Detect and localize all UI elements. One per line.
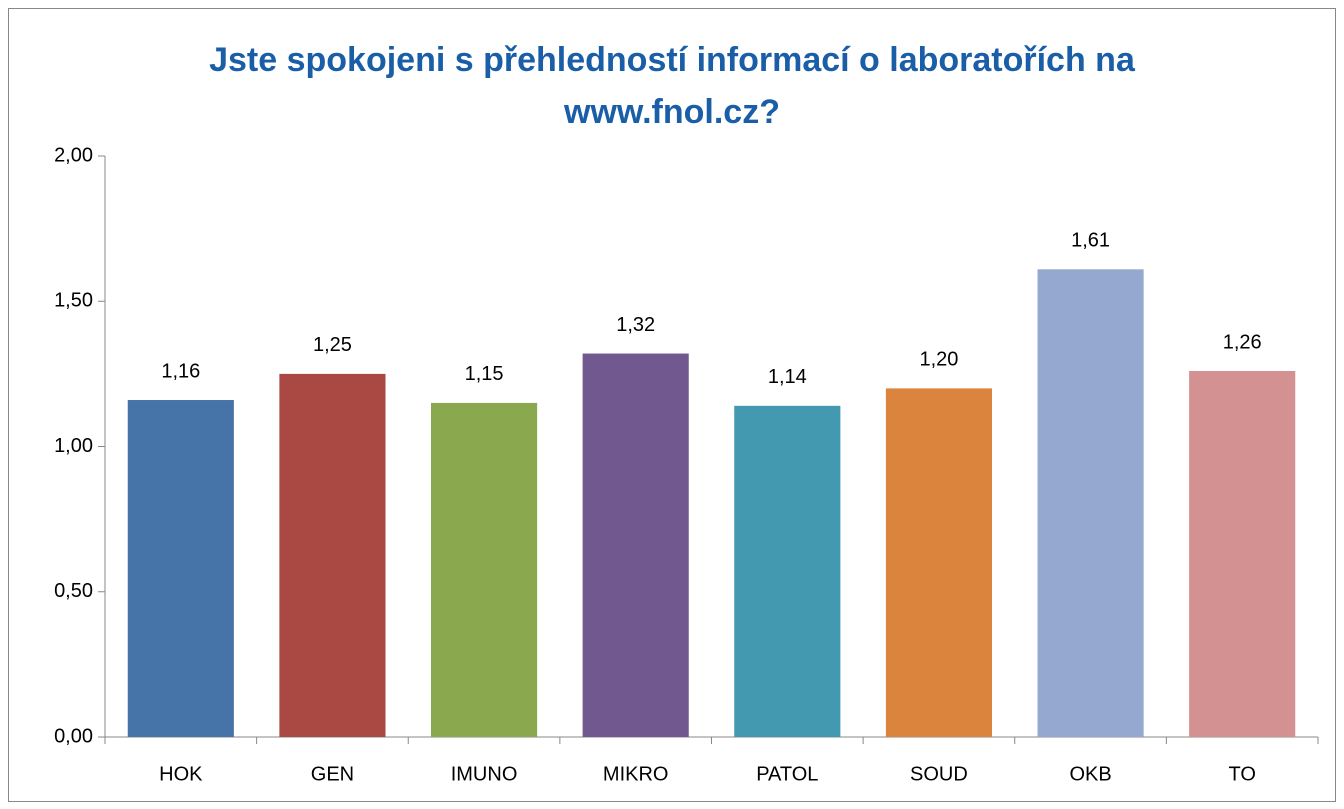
y-tick-label: 1,00	[54, 435, 93, 457]
x-tick-label: OKB	[1069, 763, 1111, 785]
bar	[734, 405, 841, 737]
bar	[885, 388, 993, 737]
data-label: 1,20	[919, 349, 958, 371]
bar	[127, 400, 234, 737]
bar	[1189, 370, 1296, 737]
data-label: 1,61	[1071, 230, 1110, 252]
data-label: 1,25	[313, 334, 352, 356]
data-label: 1,26	[1223, 331, 1262, 353]
chart-title: www.fnol.cz?	[563, 93, 780, 131]
data-label: 1,15	[465, 363, 504, 385]
bar	[582, 353, 689, 737]
y-tick-label: 0,00	[54, 725, 93, 747]
chart-title: Jste spokojeni s přehledností informací …	[209, 41, 1136, 79]
x-tick-label: GEN	[311, 763, 354, 785]
y-tick-label: 0,50	[54, 580, 93, 602]
x-tick-label: TO	[1228, 763, 1255, 785]
data-label: 1,16	[161, 360, 200, 382]
bar	[1037, 269, 1144, 737]
data-label: 1,14	[768, 366, 807, 388]
x-tick-label: SOUD	[910, 763, 968, 785]
y-tick-label: 2,00	[54, 144, 93, 166]
x-tick-label: PATOL	[756, 763, 818, 785]
x-tick-label: HOK	[159, 763, 203, 785]
x-tick-label: MIKRO	[603, 763, 669, 785]
bar	[430, 402, 538, 737]
bar	[279, 373, 386, 737]
data-label: 1,32	[616, 314, 655, 336]
x-tick-label: IMUNO	[451, 763, 518, 785]
y-tick-label: 1,50	[54, 290, 93, 312]
